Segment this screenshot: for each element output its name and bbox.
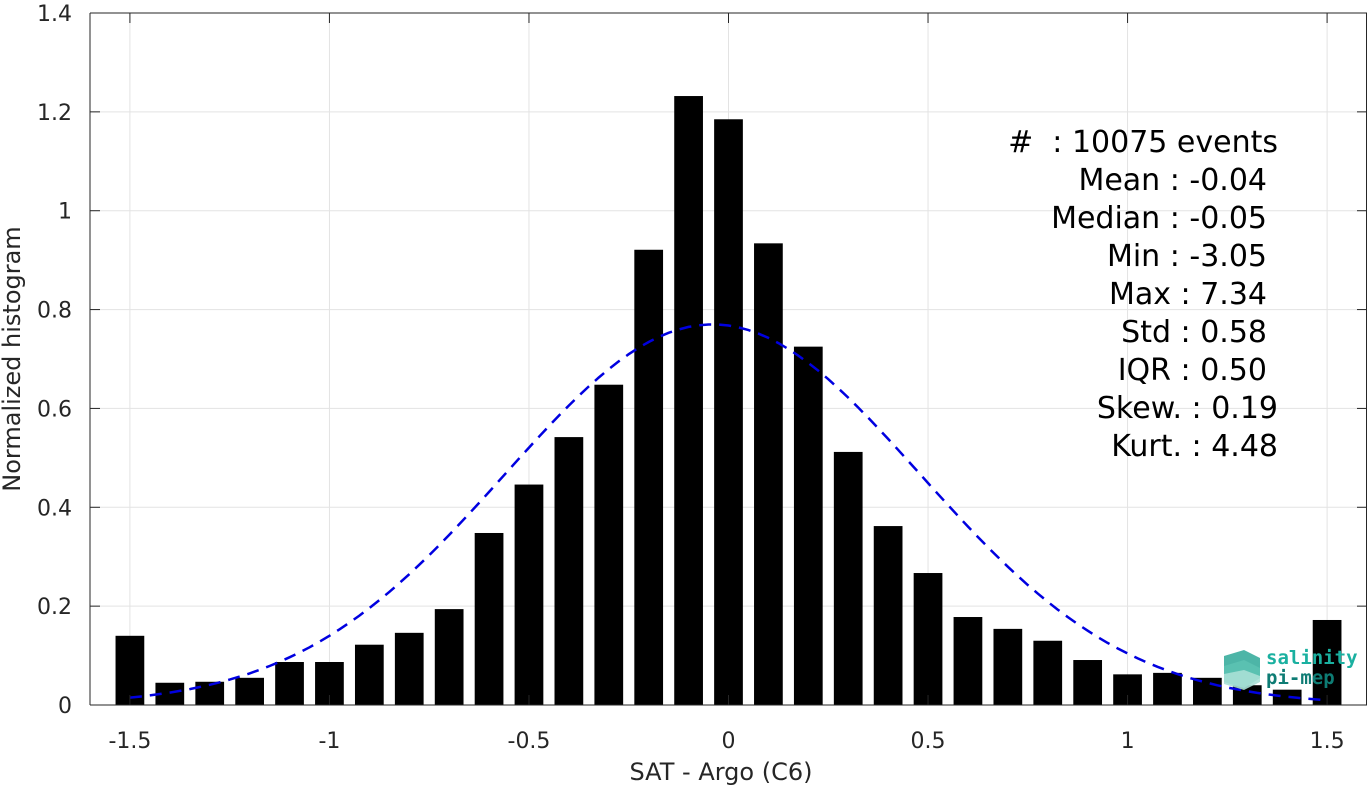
statistics-annotation: # : 10075 events Mean : -0.04 Median : -…	[1008, 124, 1278, 466]
histogram-bar-24	[1073, 660, 1103, 705]
x-tick-label-0: -1.5	[108, 729, 151, 754]
histogram-bar-16	[754, 243, 783, 705]
histogram-bar-23	[1033, 640, 1063, 705]
x-tick-label-5: 1	[1121, 729, 1135, 754]
gaussian-fit-curve	[129, 323, 1328, 702]
x-tick-label-2: -0.5	[508, 729, 551, 754]
y-tick-label-1: 0.2	[37, 595, 72, 620]
histogram-bar-3	[235, 677, 264, 705]
y-tick-label-5: 1	[58, 200, 72, 225]
logo-text-pimep: pi-mep	[1266, 667, 1335, 689]
histogram-bar-8	[434, 609, 464, 705]
y-tick-label-3: 0.6	[37, 397, 72, 422]
y-tick-label-0: 0	[58, 694, 72, 719]
histogram-bar-30	[1312, 619, 1342, 705]
stat-count: # : 10075 events	[1008, 125, 1278, 160]
histogram-bar-22	[993, 628, 1023, 705]
histogram-bar-2	[195, 681, 225, 705]
logo-mark-icon	[1224, 650, 1260, 690]
stat-max: Max : 7.34	[1109, 277, 1267, 312]
histogram-bar-14	[674, 96, 703, 706]
logo-text-salinity: salinity	[1266, 647, 1358, 669]
x-axis-title: SAT - Argo (C6)	[630, 758, 813, 786]
histogram-bar-7	[394, 632, 424, 705]
y-tick-label-2: 0.4	[37, 496, 72, 521]
stat-mean: Mean : -0.04	[1078, 163, 1267, 198]
stat-min: Min : -3.05	[1106, 239, 1267, 274]
histogram-bar-15	[714, 119, 743, 706]
histogram-bars	[115, 96, 1342, 706]
y-axis-title: Normalized histogram	[0, 226, 26, 491]
stat-median: Median : -0.05	[1051, 201, 1267, 236]
x-tick-label-1: -1	[318, 729, 340, 754]
histogram-bar-0	[115, 635, 145, 705]
y-axis-ticks: 0 0.2 0.4 0.6 0.8 1 1.2 1.4	[37, 2, 1367, 719]
stat-kurt: Kurt. : 4.48	[1111, 429, 1278, 464]
histogram-bar-18	[833, 451, 863, 705]
x-tick-label-3: 0	[722, 729, 736, 754]
histogram-bar-20	[913, 573, 943, 705]
y-tick-label-6: 1.2	[37, 101, 72, 126]
histogram-bar-27	[1193, 677, 1222, 705]
histogram-bar-10	[514, 484, 544, 705]
histogram-bar-6	[354, 644, 384, 705]
stat-std: Std : 0.58	[1121, 315, 1267, 350]
histogram-bar-11	[554, 437, 584, 705]
histogram-bar-19	[873, 526, 903, 705]
histogram-bar-26	[1153, 672, 1182, 705]
histogram-bar-17	[793, 346, 823, 705]
histogram-bar-9	[474, 532, 504, 705]
histogram-bar-12	[594, 384, 624, 705]
stat-skew: Skew. : 0.19	[1096, 391, 1278, 426]
stat-iqr: IQR : 0.50	[1117, 353, 1267, 388]
histogram-bar-13	[634, 249, 664, 705]
histogram-bar-21	[953, 617, 983, 705]
histogram-bar-29	[1272, 689, 1302, 705]
x-axis-ticks: -1.5 -1 -0.5 0 0.5 1 1.5	[108, 13, 1345, 754]
y-tick-label-4: 0.8	[37, 299, 72, 324]
salinity-pimep-logo: salinity pi-mep	[1220, 646, 1358, 698]
x-tick-label-4: 0.5	[911, 729, 946, 754]
histogram-bar-1	[155, 682, 185, 705]
histogram-bar-4	[275, 661, 304, 705]
x-tick-label-6: 1.5	[1310, 729, 1345, 754]
y-tick-label-7: 1.4	[37, 2, 72, 27]
